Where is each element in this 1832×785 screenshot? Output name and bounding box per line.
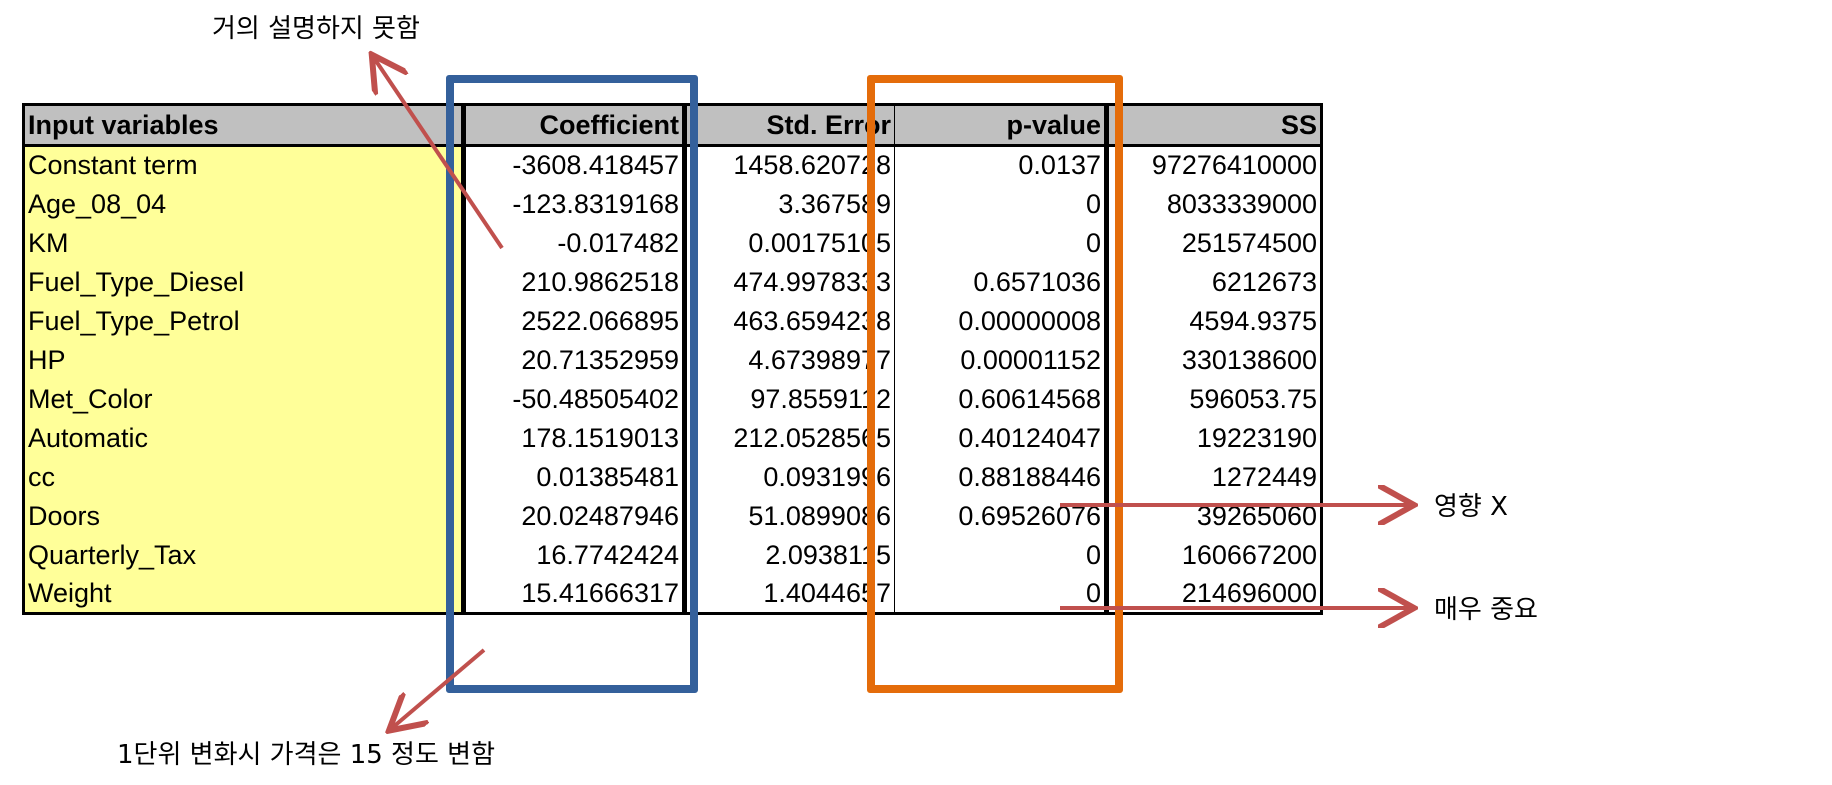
table-row: Met_Color -50.48505402 97.8559112 0.6061456… [23,379,1322,419]
cell-coefficient: 20.02487946 [461,496,685,536]
cell-variable-name: Doors [23,496,464,536]
cell-variable-name: Fuel_Type_Petrol [23,301,464,341]
cell-std-error: 0.0931996 [682,457,895,497]
cell-std-error: 0.00175105 [682,223,895,263]
cell-std-error: 1458.620728 [682,145,895,185]
cell-variable-name: Quarterly_Tax [23,535,464,575]
table-body: Constant term -3608.418457 1458.620728 0.01… [23,145,1322,614]
coefficient-highlight-box [446,75,698,693]
cell-variable-name: Fuel_Type_Diesel [23,262,464,302]
cell-std-error: 2.0938115 [682,535,895,575]
table-row: Automatic 178.1519013 212.0528565 0.4012404… [23,418,1322,458]
cell-p-value: 0.60614568 [894,379,1107,419]
cell-variable-name: HP [23,340,464,380]
table-row: HP 20.71352959 4.67398977 0.00001152 3301386… [23,340,1322,380]
table-row: Fuel_Type_Petrol 2522.066895 463.6594238 0.… [23,301,1322,341]
cell-std-error: 4.67398977 [682,340,895,380]
cell-std-error: 51.0899086 [682,496,895,536]
cell-p-value: 0 [894,535,1107,575]
table-row: Constant term -3608.418457 1458.620728 0.01… [23,145,1322,185]
cell-p-value: 0 [894,184,1107,224]
cell-ss: 214696000 [1104,574,1322,614]
cell-p-value: 0.40124047 [894,418,1107,458]
annotation-bottom-note: 1단위 변화시 가격은 15 정도 변함 [117,740,495,770]
cell-coefficient: 0.01385481 [461,457,685,497]
cell-p-value: 0.00000008 [894,301,1107,341]
table-row: Quarterly_Tax 16.7742424 2.0938115 0 1606672… [23,535,1322,575]
cell-coefficient: 16.7742424 [461,535,685,575]
cell-std-error: 463.6594238 [682,301,895,341]
cell-p-value: 0.0137 [894,145,1107,185]
header-std-error: Std. Error [682,104,895,147]
cell-std-error: 1.4044657 [682,574,895,614]
cell-coefficient: 15.41666317 [461,574,685,614]
cell-std-error: 3.367589 [682,184,895,224]
cell-p-value: 0.6571036 [894,262,1107,302]
cell-ss: 160667200 [1104,535,1322,575]
cell-coefficient: 210.9862518 [461,262,685,302]
cell-ss: 39265060 [1104,496,1322,536]
cell-coefficient: 2522.066895 [461,301,685,341]
cell-coefficient: 178.1519013 [461,418,685,458]
cell-ss: 251574500 [1104,223,1322,263]
annotation-tax-note: 매우 중요 [1434,595,1538,625]
header-input-variables: Input variables [23,104,464,147]
cell-ss: 6212673 [1104,262,1322,302]
regression-results-table: Input variables Coefficient Std. Error p… [22,103,1323,615]
cell-variable-name: Met_Color [23,379,464,419]
table-row: Doors 20.02487946 51.0899086 0.69526076 3926… [23,496,1322,536]
cell-variable-name: cc [23,457,464,497]
cell-std-error: 97.8559112 [682,379,895,419]
cell-variable-name: KM [23,223,464,263]
cell-p-value: 0.88188446 [894,457,1107,497]
cell-std-error: 212.0528565 [682,418,895,458]
cell-std-error: 474.9978333 [682,262,895,302]
header-p-value: p-value [894,104,1107,147]
cell-ss: 19223190 [1104,418,1322,458]
p-value-highlight-box [867,75,1123,693]
table-row: cc 0.01385481 0.0931996 0.88188446 1272449 [23,457,1322,497]
cell-ss: 4594.9375 [1104,301,1322,341]
cell-variable-name: Age_08_04 [23,184,464,224]
annotation-top-note: 거의 설명하지 못함 [212,14,420,44]
cell-p-value: 0 [894,223,1107,263]
cell-ss: 97276410000 [1104,145,1322,185]
cell-variable-name: Weight [23,574,464,614]
cell-ss: 330138600 [1104,340,1322,380]
table-row: Fuel_Type_Diesel 210.9862518 474.9978333 0.… [23,262,1322,302]
annotation-cc-note: 영향 X [1434,492,1508,522]
cell-coefficient: 20.71352959 [461,340,685,380]
cell-coefficient: -50.48505402 [461,379,685,419]
header-ss: SS [1104,104,1322,147]
cell-variable-name: Automatic [23,418,464,458]
cell-ss: 1272449 [1104,457,1322,497]
cell-ss: 8033339000 [1104,184,1322,224]
cell-ss: 596053.75 [1104,379,1322,419]
cell-p-value: 0.00001152 [894,340,1107,380]
cell-variable-name: Constant term [23,145,464,185]
